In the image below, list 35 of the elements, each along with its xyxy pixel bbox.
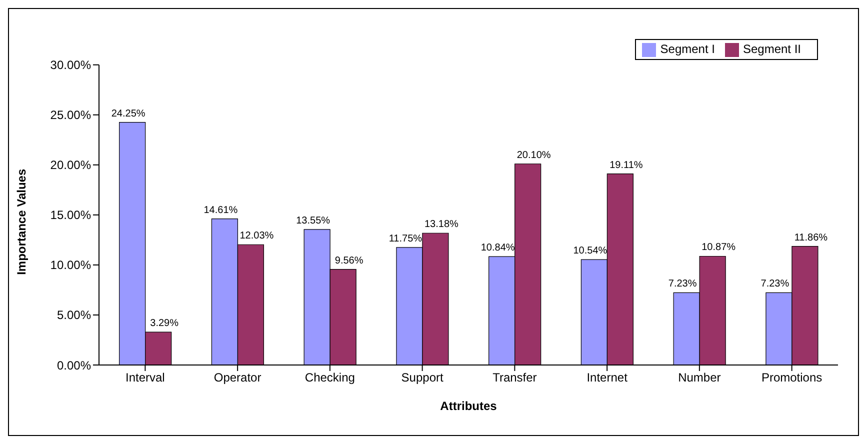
y-tick-label: 30.00% bbox=[50, 58, 92, 72]
x-tick-label: Promotions bbox=[761, 370, 822, 385]
y-tick-label: 25.00% bbox=[50, 108, 92, 122]
data-label: 13.18% bbox=[424, 219, 459, 230]
y-tick-label: 5.00% bbox=[56, 308, 92, 322]
data-label: 3.29% bbox=[150, 318, 179, 330]
y-tick-label: 0.00% bbox=[56, 358, 92, 372]
x-tick-label: Number bbox=[678, 370, 721, 385]
data-label: 7.23% bbox=[668, 278, 697, 290]
data-label: 9.56% bbox=[334, 255, 364, 266]
data-label: 7.23% bbox=[760, 278, 790, 290]
data-label: 24.25% bbox=[111, 108, 146, 120]
data-label: 19.11% bbox=[610, 160, 643, 171]
data-label: 10.54% bbox=[573, 246, 608, 257]
data-label: 10.84% bbox=[480, 242, 515, 254]
data-label: 14.61% bbox=[204, 204, 238, 216]
y-axis-title: Importance Values bbox=[14, 168, 28, 275]
x-tick-label: Checking bbox=[304, 370, 355, 385]
data-label: 10.87% bbox=[702, 242, 736, 254]
x-tick-label: Transfer bbox=[492, 370, 537, 385]
x-tick-label: Support bbox=[401, 370, 444, 385]
legend-label: Segment I bbox=[660, 42, 715, 56]
x-tick-label: Internet bbox=[586, 370, 628, 385]
x-axis-title: Attributes bbox=[440, 399, 498, 413]
data-label: 12.03% bbox=[240, 230, 274, 242]
legend-label: Segment II bbox=[742, 42, 801, 56]
y-tick-label: 20.00% bbox=[50, 158, 92, 172]
data-label: 13.55% bbox=[296, 215, 330, 226]
data-label: 11.86% bbox=[794, 232, 828, 244]
y-tick-label: 10.00% bbox=[50, 258, 92, 272]
x-tick-label: Operator bbox=[214, 370, 262, 385]
data-label: 20.10% bbox=[516, 150, 551, 161]
y-tick-label: 15.00% bbox=[50, 208, 92, 222]
x-tick-label: Interval bbox=[126, 370, 165, 385]
data-label: 11.75% bbox=[388, 233, 422, 244]
